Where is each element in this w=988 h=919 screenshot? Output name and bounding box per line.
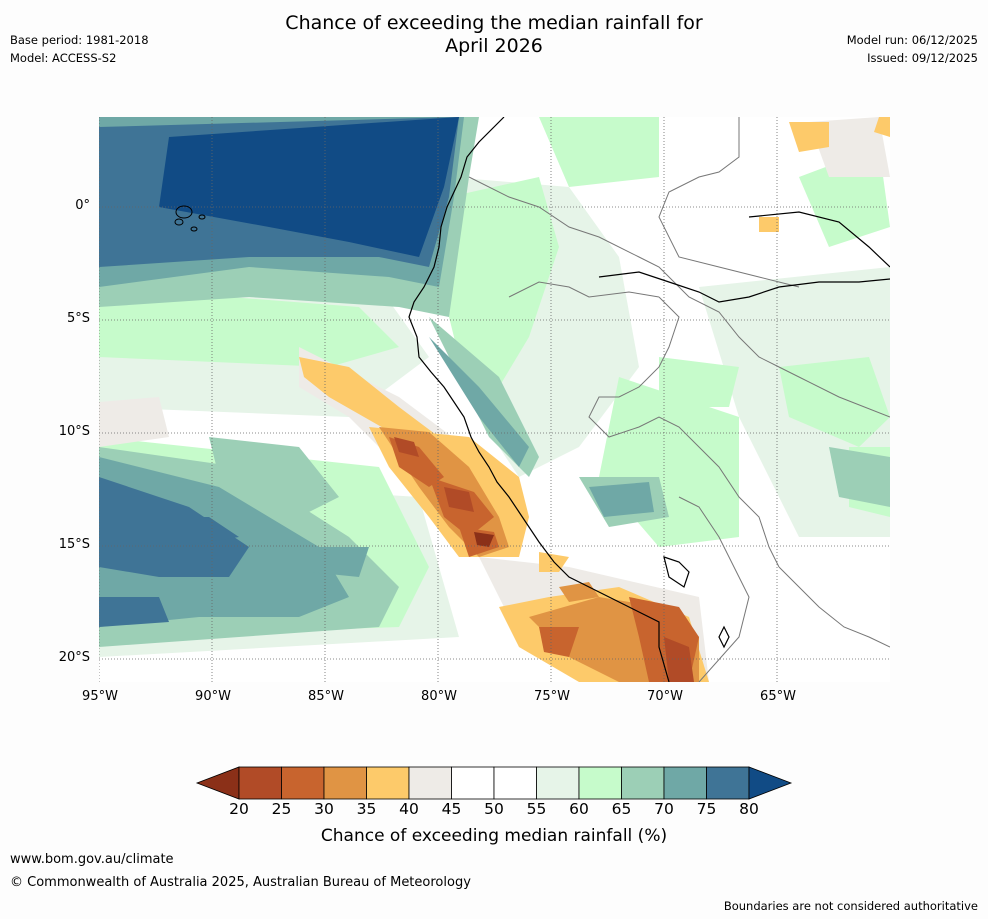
colorbar-cell — [281, 766, 325, 800]
colorbar-tick-label: 80 — [739, 800, 759, 818]
colorbar-cell — [621, 766, 665, 800]
title-line-1: Chance of exceeding the median rainfall … — [285, 12, 703, 34]
lon-label-70w: 70°W — [647, 689, 683, 704]
lat-label-5s: 5°S — [66, 311, 90, 326]
lon-label-95w: 95°W — [82, 689, 118, 704]
colorbar-cell — [238, 766, 282, 800]
lon-label-75w: 75°W — [534, 689, 570, 704]
website-url[interactable]: www.bom.gov.au/climate — [10, 852, 174, 867]
colorbar-cell — [323, 766, 367, 800]
colorbar-title: Chance of exceeding median rainfall (%) — [320, 826, 668, 846]
lon-label-80w: 80°W — [421, 689, 457, 704]
lon-label-85w: 85°W — [308, 689, 344, 704]
colorbar-tick-label: 55 — [526, 800, 547, 818]
title-line-2: April 2026 — [445, 35, 543, 57]
lat-label-20s: 20°S — [58, 650, 90, 665]
lon-label-65w: 65°W — [760, 689, 796, 704]
base-period: Base period: 1981-2018 — [10, 33, 149, 47]
dark-blue-region — [159, 117, 459, 257]
colorbar-cell — [366, 766, 410, 800]
colorbar-cell — [408, 766, 452, 800]
colorbar-tick-label: 25 — [271, 800, 292, 818]
colorbar-tick-label: 30 — [314, 800, 334, 818]
red-brown-regions — [394, 437, 694, 682]
colorbar-tick-label: 45 — [441, 800, 462, 818]
colorbar-tick-label: 65 — [611, 800, 632, 818]
colorbar — [195, 766, 793, 800]
colorbar-tick-label: 75 — [696, 800, 717, 818]
lat-label-15s: 15°S — [58, 537, 90, 552]
colorbar-tick-label: 60 — [569, 800, 589, 818]
colorbar-tick-label: 40 — [399, 800, 419, 818]
colorbar-cell — [493, 766, 537, 800]
colorbar-cell — [578, 766, 622, 800]
colorbar-cells — [238, 766, 750, 800]
model-run-date: Model run: 06/12/2025 — [846, 33, 978, 47]
run-info: Model run: 06/12/2025 Issued: 09/12/2025 — [847, 31, 978, 67]
colorbar-tick-label: 50 — [484, 800, 504, 818]
graticule — [99, 117, 890, 682]
rainfall-map[interactable] — [99, 117, 890, 682]
colorbar-lower-arrow — [195, 766, 240, 800]
issued-date: Issued: 09/12/2025 — [867, 51, 978, 65]
colorbar-cell — [663, 766, 707, 800]
lon-label-90w: 90°W — [195, 689, 231, 704]
colorbar-tick-label: 70 — [654, 800, 674, 818]
coastline — [408, 117, 890, 682]
colorbar-cell — [451, 766, 495, 800]
colorbar-cell — [536, 766, 580, 800]
colorbar-upper-arrow — [748, 766, 793, 800]
colorbar-cell — [706, 766, 750, 800]
copyright-notice: © Commonwealth of Australia 2025, Austra… — [10, 875, 471, 890]
colorbar-tick-label: 35 — [356, 800, 377, 818]
lat-label-0: 0° — [75, 198, 90, 213]
boundary-disclaimer: Boundaries are not considered authoritat… — [723, 899, 978, 913]
model-name: Model: ACCESS-S2 — [10, 51, 117, 65]
map-title: Chance of exceeding the median rainfall … — [0, 12, 988, 58]
galapagos-islands — [174, 205, 206, 232]
model-info: Base period: 1981-2018 Model: ACCESS-S2 — [10, 31, 149, 67]
colorbar-tick-label: 20 — [229, 800, 249, 818]
country-borders — [468, 117, 890, 682]
lat-label-10s: 10°S — [58, 424, 90, 439]
